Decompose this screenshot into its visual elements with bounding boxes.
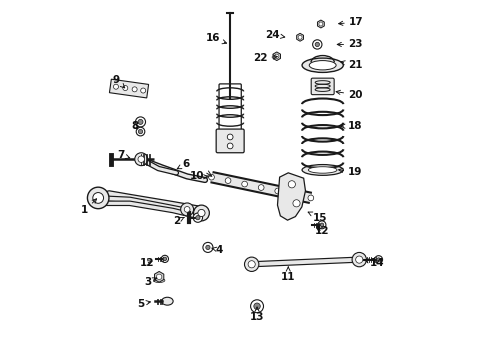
- FancyBboxPatch shape: [310, 78, 333, 95]
- Ellipse shape: [153, 278, 164, 283]
- Circle shape: [163, 257, 166, 261]
- Circle shape: [258, 185, 264, 190]
- Circle shape: [292, 200, 300, 207]
- Circle shape: [227, 143, 233, 149]
- Text: 7: 7: [117, 150, 129, 160]
- Text: 4: 4: [211, 245, 223, 255]
- Circle shape: [122, 86, 127, 91]
- Circle shape: [307, 195, 313, 201]
- Circle shape: [274, 54, 278, 58]
- Circle shape: [318, 22, 322, 26]
- Circle shape: [250, 300, 263, 313]
- FancyBboxPatch shape: [219, 84, 241, 133]
- Ellipse shape: [308, 60, 335, 70]
- Polygon shape: [154, 271, 163, 282]
- Circle shape: [355, 256, 362, 263]
- Circle shape: [312, 40, 321, 49]
- Polygon shape: [277, 173, 305, 220]
- Circle shape: [244, 257, 258, 271]
- Circle shape: [193, 213, 202, 222]
- Text: 15: 15: [307, 212, 326, 222]
- Circle shape: [193, 205, 209, 221]
- Text: 22: 22: [253, 53, 277, 63]
- Ellipse shape: [162, 297, 173, 305]
- Text: 21: 21: [340, 60, 362, 70]
- Ellipse shape: [302, 165, 343, 175]
- Text: 20: 20: [335, 90, 362, 100]
- Bar: [109, 79, 148, 98]
- Circle shape: [180, 203, 193, 216]
- Text: 2: 2: [172, 216, 184, 226]
- Polygon shape: [296, 33, 303, 41]
- Circle shape: [138, 156, 144, 162]
- Circle shape: [374, 256, 382, 264]
- Text: 24: 24: [264, 30, 284, 40]
- Text: 17: 17: [338, 17, 362, 27]
- Circle shape: [208, 174, 214, 180]
- Polygon shape: [272, 52, 280, 60]
- Ellipse shape: [302, 58, 343, 72]
- Text: 9: 9: [112, 75, 124, 88]
- Circle shape: [205, 245, 210, 249]
- Circle shape: [298, 35, 302, 39]
- Text: 11: 11: [281, 267, 295, 282]
- Text: 12: 12: [314, 226, 328, 236]
- Text: 3: 3: [144, 277, 157, 287]
- Circle shape: [291, 192, 297, 197]
- Circle shape: [351, 252, 366, 267]
- Circle shape: [93, 193, 103, 203]
- Circle shape: [203, 242, 212, 252]
- Circle shape: [376, 258, 380, 261]
- Circle shape: [141, 88, 145, 93]
- Text: 19: 19: [338, 167, 362, 177]
- Circle shape: [138, 120, 142, 125]
- Text: 10: 10: [189, 171, 208, 181]
- Circle shape: [314, 42, 319, 46]
- Circle shape: [287, 181, 295, 188]
- Text: 18: 18: [340, 121, 362, 131]
- Circle shape: [317, 221, 325, 229]
- Text: 8: 8: [131, 121, 139, 131]
- Text: 5: 5: [137, 299, 150, 309]
- Circle shape: [195, 216, 200, 220]
- Circle shape: [241, 181, 247, 187]
- Circle shape: [156, 274, 162, 279]
- Circle shape: [132, 87, 137, 92]
- Circle shape: [225, 178, 230, 184]
- Text: 6: 6: [177, 159, 190, 169]
- Circle shape: [247, 261, 255, 268]
- Circle shape: [320, 223, 323, 226]
- Circle shape: [136, 127, 144, 136]
- Circle shape: [227, 134, 233, 140]
- Circle shape: [135, 117, 145, 127]
- Text: 14: 14: [364, 258, 384, 268]
- Circle shape: [198, 210, 204, 217]
- Circle shape: [274, 188, 280, 194]
- Circle shape: [161, 255, 168, 262]
- Text: 12: 12: [140, 258, 154, 268]
- Circle shape: [87, 187, 109, 209]
- Circle shape: [184, 207, 190, 212]
- Circle shape: [138, 130, 142, 134]
- Text: 16: 16: [205, 33, 226, 44]
- Text: 13: 13: [249, 307, 264, 322]
- Polygon shape: [317, 20, 324, 28]
- Ellipse shape: [308, 167, 336, 173]
- Circle shape: [135, 153, 147, 166]
- Circle shape: [253, 303, 260, 310]
- Text: 23: 23: [337, 40, 362, 49]
- Circle shape: [113, 84, 118, 89]
- FancyBboxPatch shape: [216, 129, 244, 153]
- Text: 1: 1: [81, 199, 97, 216]
